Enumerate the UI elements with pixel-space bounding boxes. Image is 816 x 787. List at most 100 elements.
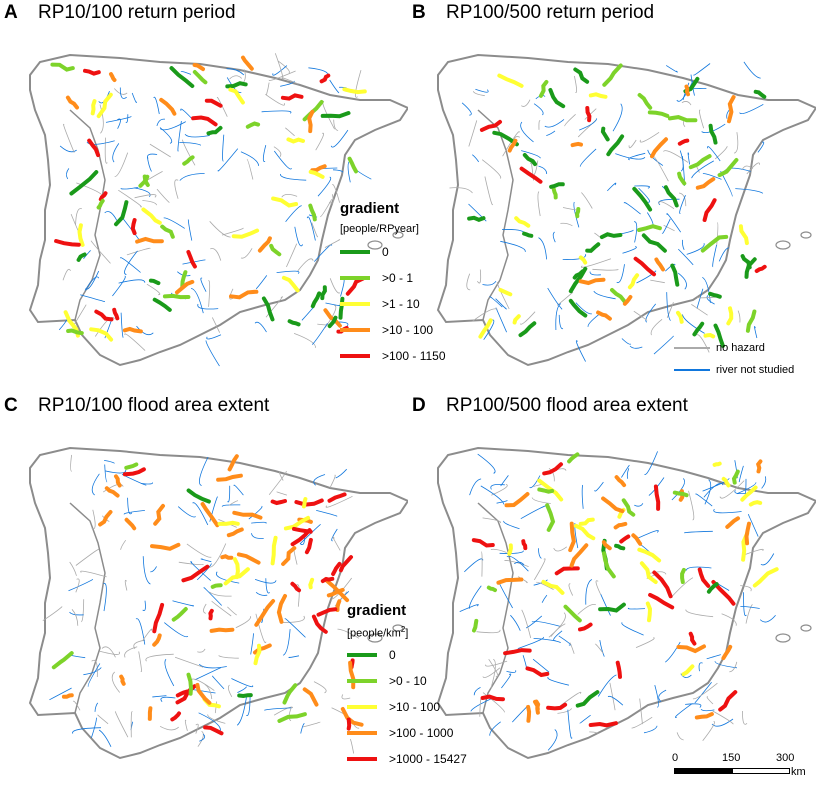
- legend-swatch: [347, 756, 377, 761]
- hazard-river-segment: [694, 712, 714, 720]
- hazard-river-segment: [294, 498, 324, 507]
- hazard-river-segment: [346, 717, 352, 731]
- river-no-hazard: [688, 490, 695, 521]
- river-no-hazard: [75, 548, 100, 566]
- river-not-studied: [757, 141, 765, 153]
- river-no-hazard: [75, 208, 82, 225]
- river-no-hazard: [209, 591, 232, 597]
- river-not-studied: [221, 504, 241, 507]
- river-no-hazard: [218, 655, 239, 659]
- hazard-river-segment: [637, 224, 662, 232]
- hazard-river-segment: [192, 63, 205, 72]
- river-not-studied: [541, 594, 548, 603]
- legend-item-no-hazard: no hazard: [674, 337, 794, 359]
- river-not-studied: [477, 453, 496, 474]
- legend-unit: [people/RPyear]: [340, 223, 419, 235]
- river-no-hazard: [671, 577, 694, 598]
- river-not-studied: [347, 160, 351, 183]
- river-not-studied: [483, 319, 495, 340]
- hazard-river-segment: [253, 643, 262, 666]
- hazard-river-segment: [269, 243, 282, 257]
- river-not-studied: [698, 662, 703, 672]
- river-not-studied: [120, 187, 139, 190]
- river-no-hazard: [313, 681, 327, 694]
- hazard-river-segment: [175, 279, 195, 295]
- river-no-hazard: [663, 150, 689, 163]
- hazard-river-segment: [141, 207, 162, 225]
- river-no-hazard: [197, 730, 204, 747]
- river-no-hazard: [332, 536, 341, 551]
- river-no-hazard: [482, 517, 502, 524]
- river-not-studied: [489, 296, 503, 308]
- river-no-hazard: [650, 318, 663, 336]
- hazard-river-segment: [740, 485, 758, 502]
- hazard-river-segment: [578, 622, 593, 632]
- river-not-studied: [472, 154, 480, 163]
- river-not-studied: [644, 451, 658, 475]
- river-not-studied: [506, 670, 517, 673]
- hazard-river-segment: [124, 462, 139, 470]
- hazard-river-segment: [308, 203, 317, 222]
- hazard-river-segment: [220, 554, 234, 560]
- hazard-river-segment: [186, 250, 197, 269]
- hazard-river-segment: [688, 631, 697, 646]
- hazard-river-segment: [598, 602, 626, 613]
- hazard-river-segment: [621, 498, 636, 517]
- hazard-river-segment: [169, 66, 195, 88]
- river-no-hazard: [211, 317, 221, 333]
- river-no-hazard: [277, 60, 290, 74]
- river-not-studied: [760, 553, 775, 566]
- river-no-hazard: [246, 158, 254, 180]
- river-not-studied: [91, 717, 97, 738]
- hazard-river-segment: [281, 546, 297, 566]
- river-not-studied: [615, 153, 646, 160]
- river-no-hazard: [134, 194, 157, 199]
- river-not-studied: [734, 490, 747, 495]
- river-not-studied: [118, 279, 146, 284]
- hazard-river-segment: [632, 186, 653, 212]
- river-not-studied: [538, 548, 542, 559]
- river-not-studied: [735, 188, 764, 194]
- river-not-studied: [123, 510, 145, 515]
- river-not-studied: [706, 654, 721, 660]
- river-no-hazard: [142, 628, 153, 641]
- hazard-river-segment: [684, 84, 690, 97]
- river-not-studied: [282, 629, 291, 656]
- river-no-hazard: [91, 659, 98, 678]
- hazard-river-segment: [65, 95, 79, 110]
- hazard-river-segment: [122, 467, 146, 477]
- river-not-studied: [579, 118, 598, 131]
- river-not-studied: [329, 79, 340, 94]
- river-not-studied: [678, 248, 694, 266]
- river-not-studied: [599, 640, 605, 657]
- river-not-studied: [49, 687, 72, 701]
- river-not-studied: [495, 307, 507, 333]
- hazard-river-segment: [109, 72, 117, 82]
- hazard-river-segment: [588, 92, 608, 99]
- river-no-hazard: [333, 119, 339, 131]
- river-no-hazard: [42, 606, 63, 622]
- river-not-studied: [607, 695, 624, 706]
- river-not-studied: [262, 145, 267, 162]
- river-no-hazard: [208, 280, 211, 307]
- river-not-studied: [546, 130, 556, 136]
- river-not-studied: [738, 465, 744, 483]
- hazard-river-segment: [637, 547, 662, 563]
- river-not-studied: [180, 108, 192, 119]
- river-not-studied: [623, 202, 641, 215]
- river-not-studied: [666, 292, 671, 321]
- hazard-river-segment: [216, 473, 243, 482]
- panel-letter: C: [4, 395, 18, 416]
- hazard-river-segment: [94, 309, 114, 322]
- river-not-studied: [66, 168, 70, 180]
- hazard-river-segment: [335, 599, 342, 612]
- river-no-hazard: [124, 646, 138, 658]
- river-no-hazard: [481, 159, 502, 179]
- hazard-river-segment: [276, 594, 287, 624]
- hazard-river-segment: [327, 315, 338, 329]
- river-no-hazard: [278, 471, 284, 481]
- hazard-river-segment: [700, 234, 729, 253]
- scale-bar: 0 150 300 km: [660, 752, 810, 782]
- river-not-studied: [187, 219, 193, 241]
- river-not-studied: [300, 723, 305, 734]
